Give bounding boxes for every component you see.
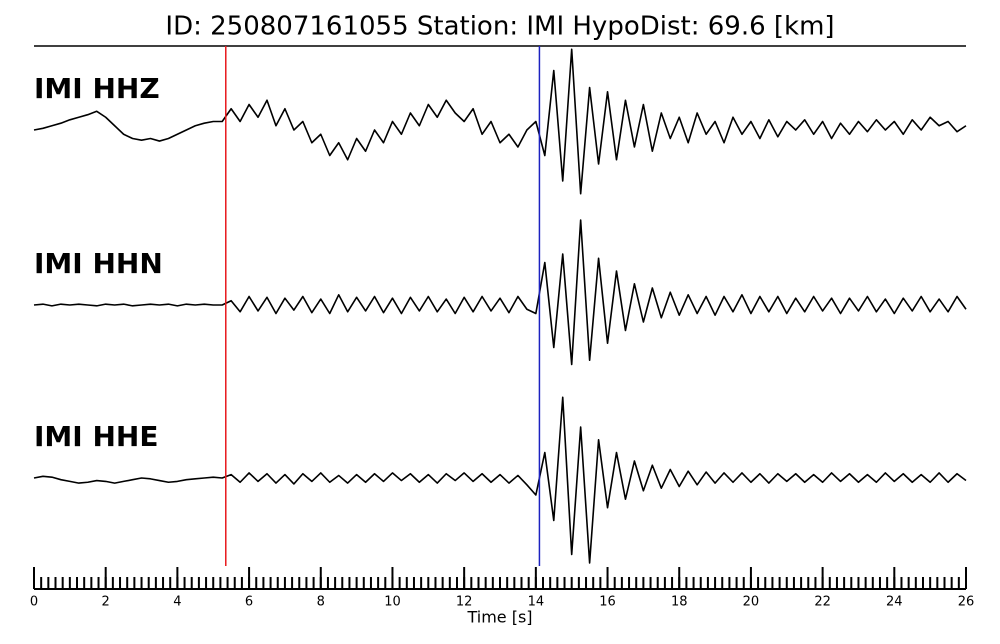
x-tick-label: 16 bbox=[599, 595, 616, 610]
x-tick-label: 18 bbox=[671, 595, 688, 610]
x-tick-label: 4 bbox=[173, 595, 181, 610]
trace-label: IMI HHE bbox=[34, 420, 158, 453]
x-tick-label: 14 bbox=[528, 595, 545, 610]
x-tick-label: 22 bbox=[814, 595, 831, 610]
x-axis-label: Time [s] bbox=[466, 608, 532, 627]
x-tick-label: 10 bbox=[384, 595, 401, 610]
waveform bbox=[33, 396, 967, 564]
x-tick-label: 8 bbox=[317, 595, 325, 610]
chart-title: ID: 250807161055 Station: IMI HypoDist: … bbox=[165, 12, 834, 42]
x-tick-label: 0 bbox=[30, 595, 38, 610]
waveform bbox=[33, 48, 967, 195]
trace-label: IMI HHZ bbox=[34, 72, 160, 105]
waveform bbox=[33, 219, 967, 366]
x-tick-label: 26 bbox=[958, 595, 975, 610]
trace-label: IMI HHN bbox=[34, 247, 163, 280]
x-tick-label: 24 bbox=[886, 595, 903, 610]
x-tick-label: 12 bbox=[456, 595, 473, 610]
x-tick-label: 6 bbox=[245, 595, 253, 610]
x-tick-label: 20 bbox=[743, 595, 760, 610]
x-tick-label: 2 bbox=[102, 595, 110, 610]
